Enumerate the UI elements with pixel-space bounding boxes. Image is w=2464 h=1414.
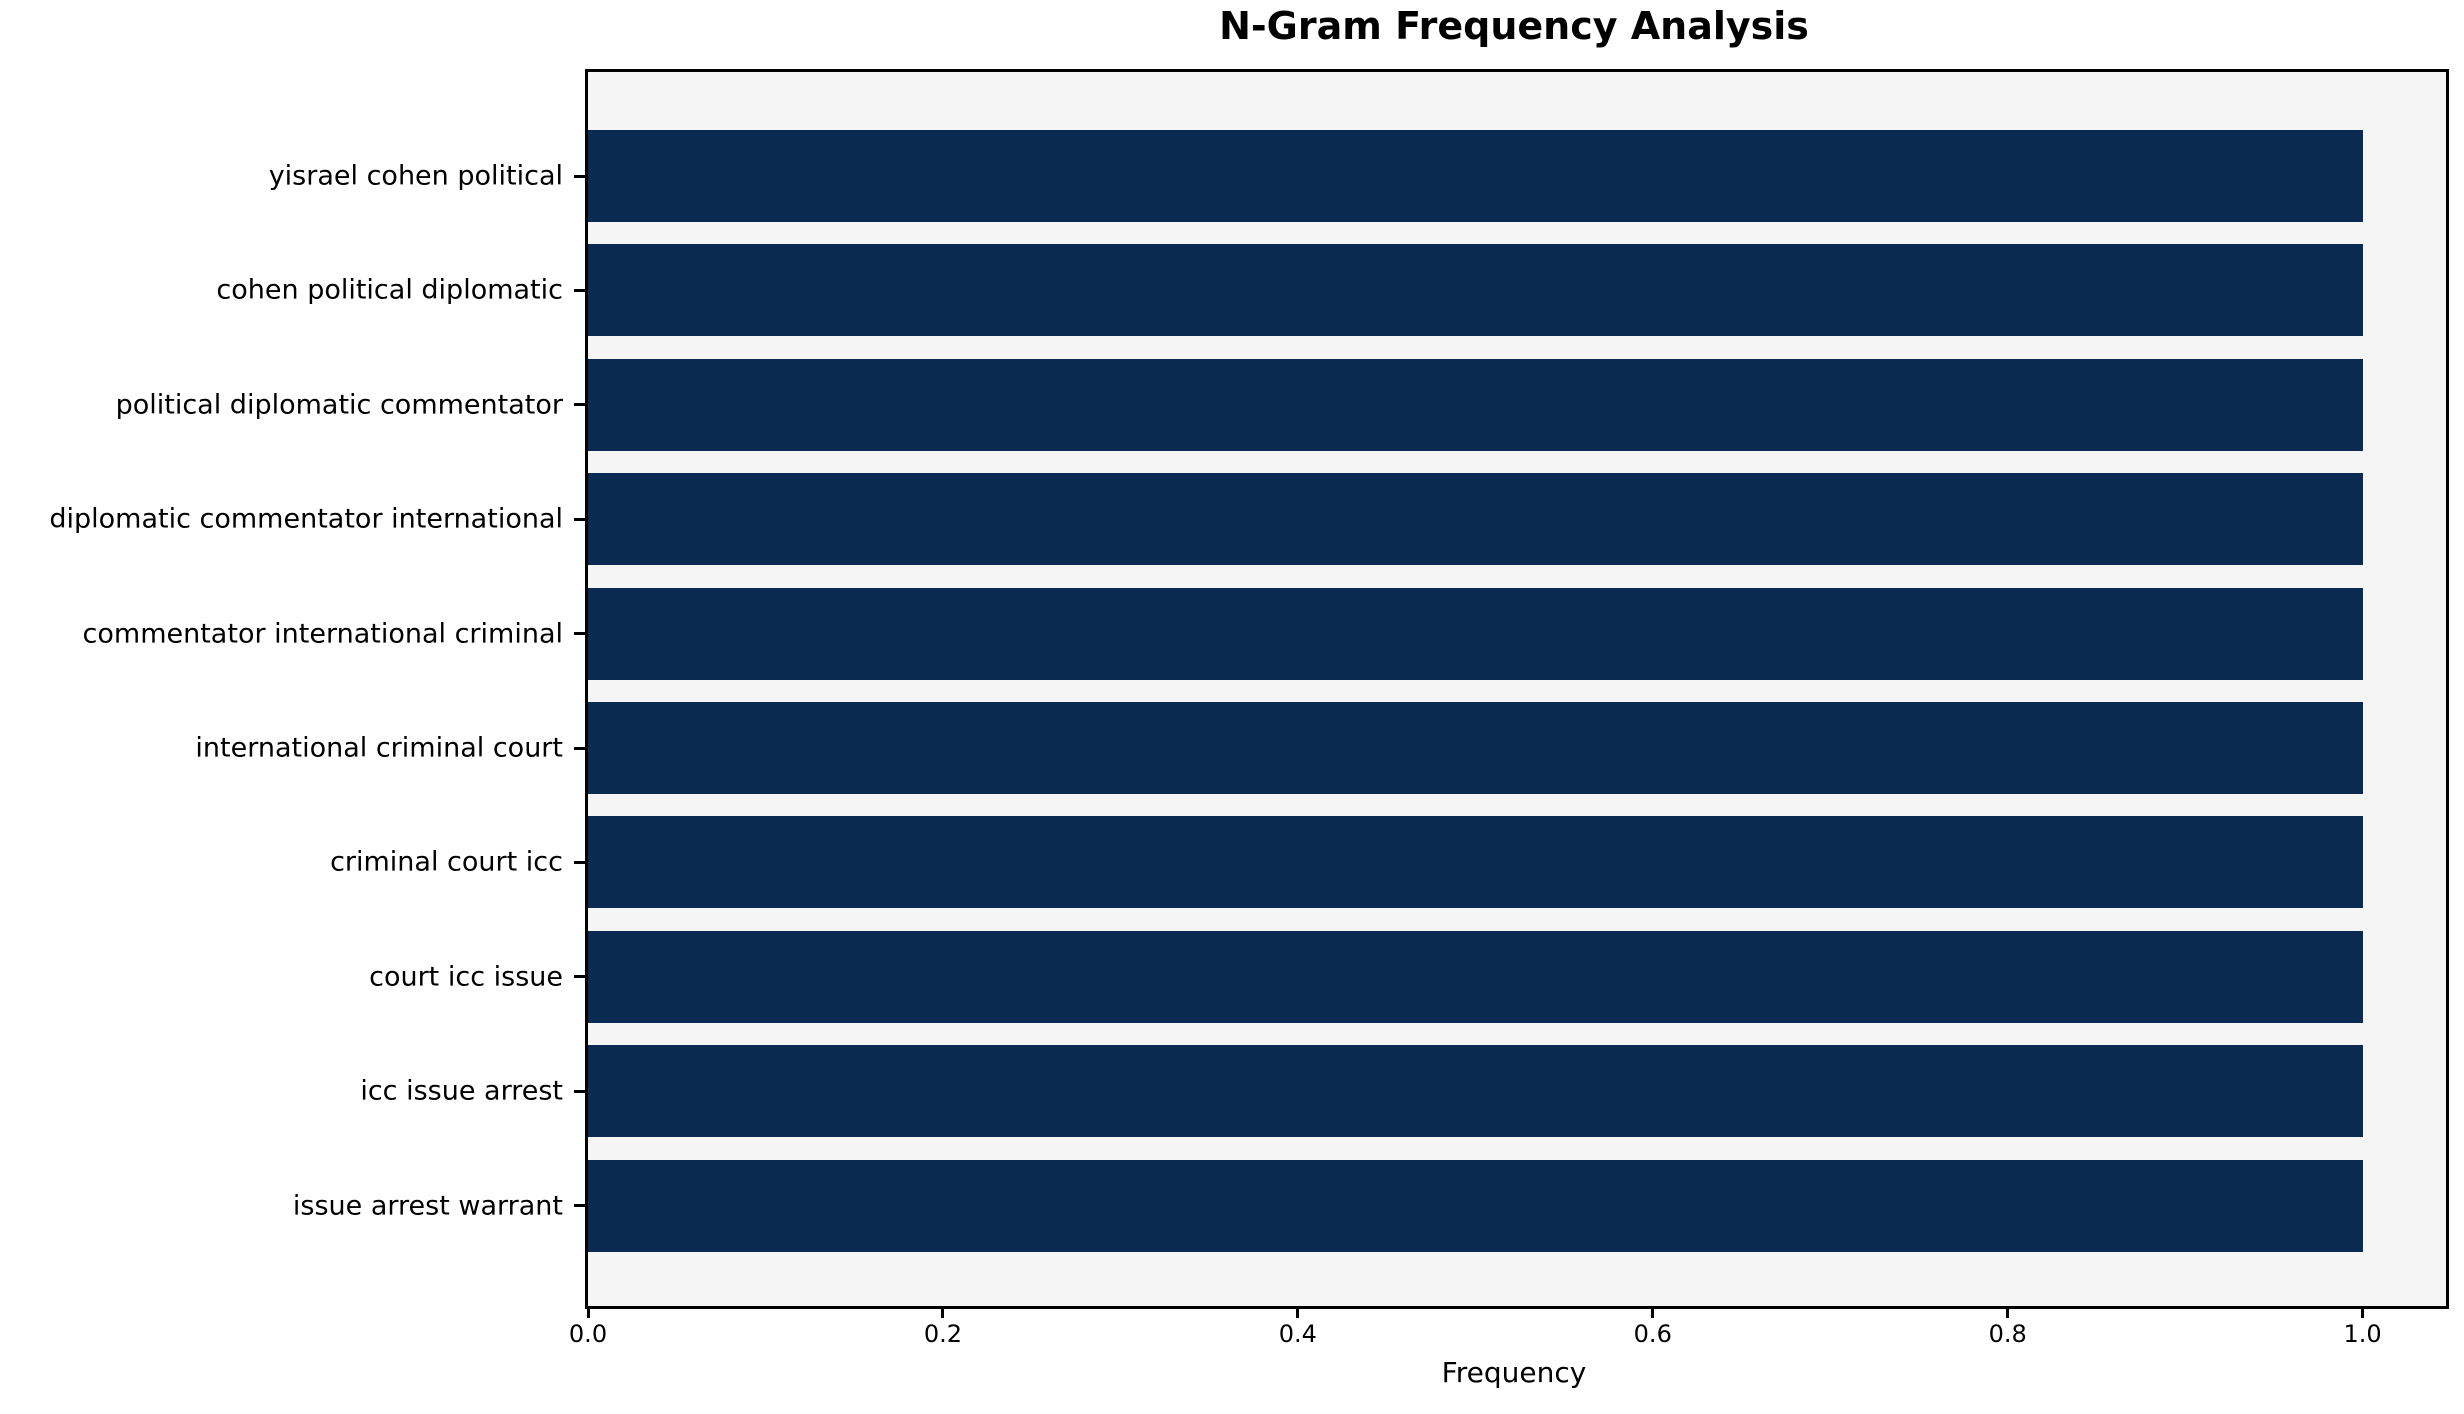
y-tick-mark [574, 1089, 585, 1093]
bar [588, 1045, 2363, 1138]
bar [588, 358, 2363, 451]
y-tick-label: commentator international criminal [82, 618, 563, 650]
plot-area [585, 69, 2449, 1309]
x-tick-label: 1.0 [2343, 1320, 2382, 1348]
x-tick-mark [2361, 1306, 2365, 1318]
y-tick-mark [574, 975, 585, 979]
y-tick-label: criminal court icc [330, 846, 563, 878]
x-tick-label: 0.6 [1633, 1320, 1672, 1348]
y-tick-mark [574, 1204, 585, 1208]
bar [588, 816, 2363, 909]
bar [588, 930, 2363, 1023]
x-tick-label: 0.0 [568, 1320, 608, 1348]
x-tick-mark [1651, 1306, 1655, 1318]
bar [588, 244, 2363, 337]
y-tick-mark [574, 403, 585, 407]
y-tick-label: political diplomatic commentator [115, 389, 563, 421]
y-tick-label: issue arrest warrant [292, 1190, 563, 1222]
y-tick-mark [574, 746, 585, 750]
chart-title: N-Gram Frequency Analysis [1219, 4, 1809, 48]
y-tick-label: icc issue arrest [360, 1075, 563, 1107]
y-tick-label: cohen political diplomatic [216, 274, 563, 306]
x-axis-label: Frequency [1441, 1356, 1587, 1389]
y-tick-mark [574, 288, 585, 292]
x-tick-mark [586, 1306, 590, 1318]
x-tick-label: 0.2 [923, 1320, 962, 1348]
bar [588, 702, 2363, 794]
bar [588, 473, 2363, 566]
y-tick-mark [574, 860, 585, 864]
x-tick-mark [2006, 1306, 2010, 1318]
bar [588, 130, 2363, 222]
x-tick-label: 0.4 [1278, 1320, 1317, 1348]
bar [588, 1159, 2363, 1252]
y-tick-label: diplomatic commentator international [49, 503, 563, 535]
y-tick-mark [574, 517, 585, 521]
y-tick-mark [574, 174, 585, 178]
y-tick-label: international criminal court [195, 732, 563, 764]
x-tick-mark [941, 1306, 945, 1318]
y-tick-label: court icc issue [369, 961, 563, 993]
x-tick-label: 0.8 [1988, 1320, 2027, 1348]
y-tick-mark [574, 632, 585, 636]
y-tick-label: yisrael cohen political [268, 160, 563, 192]
bar [588, 587, 2363, 680]
x-tick-mark [1296, 1306, 1300, 1318]
